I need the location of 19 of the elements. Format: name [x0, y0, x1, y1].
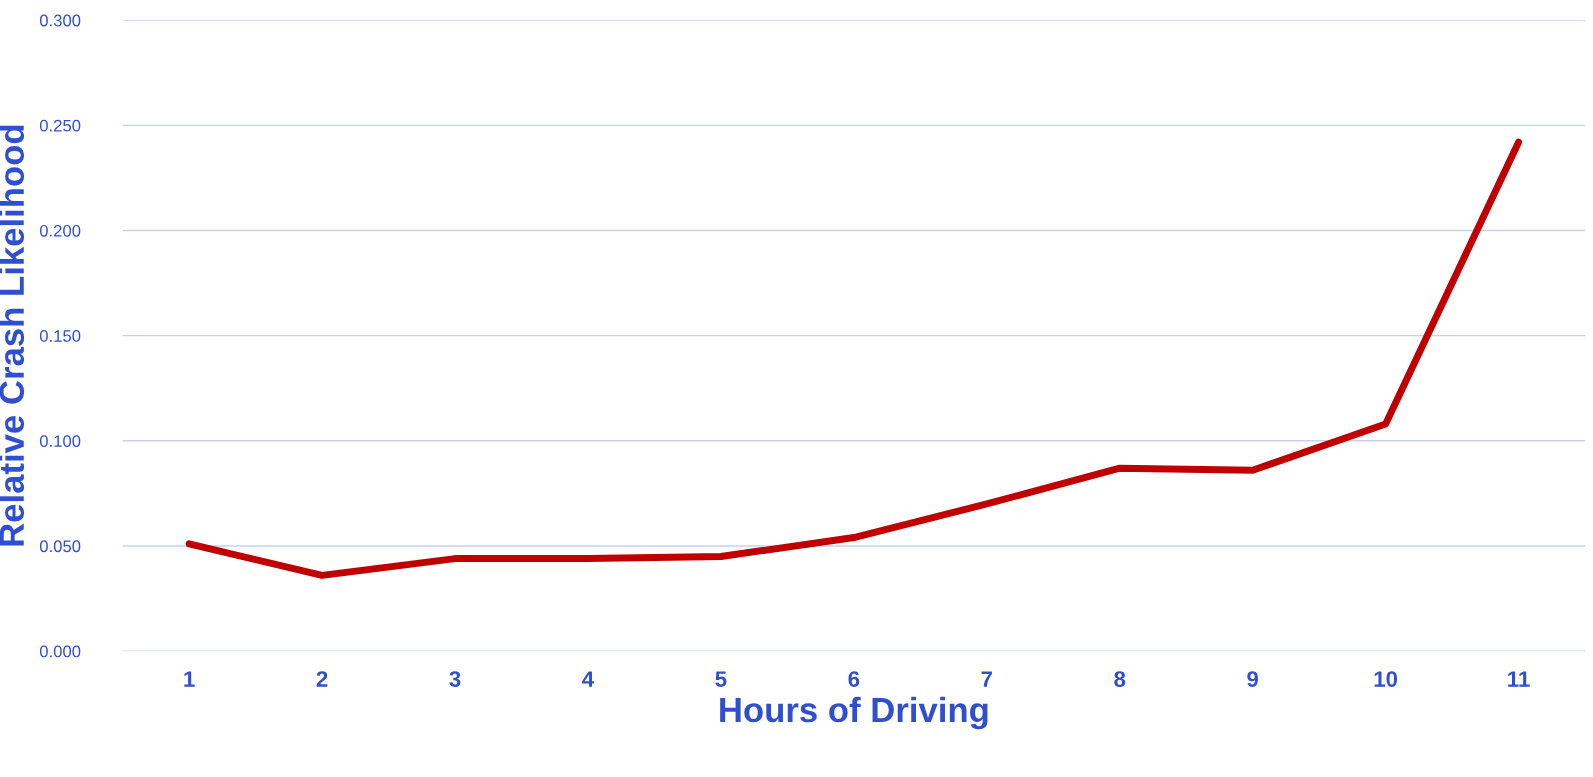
- x-tick-label: 3: [449, 671, 461, 687]
- x-tick-label: 2: [316, 671, 328, 687]
- x-tick-label: 6: [848, 671, 860, 687]
- y-tick-label: 0.000: [39, 645, 81, 658]
- x-tick-label: 10: [1374, 671, 1398, 687]
- y-tick-label: 0.250: [39, 119, 81, 132]
- y-tick-label: 0.100: [39, 435, 81, 448]
- x-tick-label: 5: [715, 671, 727, 687]
- x-tick-label: 1: [184, 671, 195, 687]
- x-tick-label: 9: [1247, 671, 1259, 687]
- x-tick-label: 8: [1114, 671, 1126, 687]
- y-tick-label: 0.050: [39, 540, 81, 553]
- x-tick-label: 4: [582, 671, 595, 687]
- x-tick-label: 11: [1508, 671, 1530, 687]
- y-tick-label: 0.200: [39, 224, 81, 237]
- y-tick-label: 0.150: [39, 330, 81, 342]
- x-tick-label: 7: [981, 671, 992, 687]
- x-axis-title: Hours of Driving: [720, 696, 988, 730]
- y-tick-label: 0.300: [39, 14, 81, 27]
